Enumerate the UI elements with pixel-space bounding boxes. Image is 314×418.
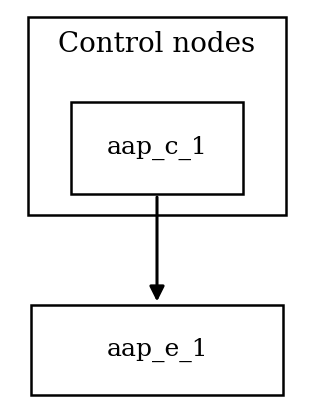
Text: Control nodes: Control nodes (58, 31, 256, 59)
Bar (31, 305, 283, 395)
Text: aap_c_1: aap_c_1 (107, 136, 207, 161)
Bar (71, 102, 243, 194)
Text: aap_e_1: aap_e_1 (106, 338, 208, 362)
Bar (28, 17, 286, 215)
